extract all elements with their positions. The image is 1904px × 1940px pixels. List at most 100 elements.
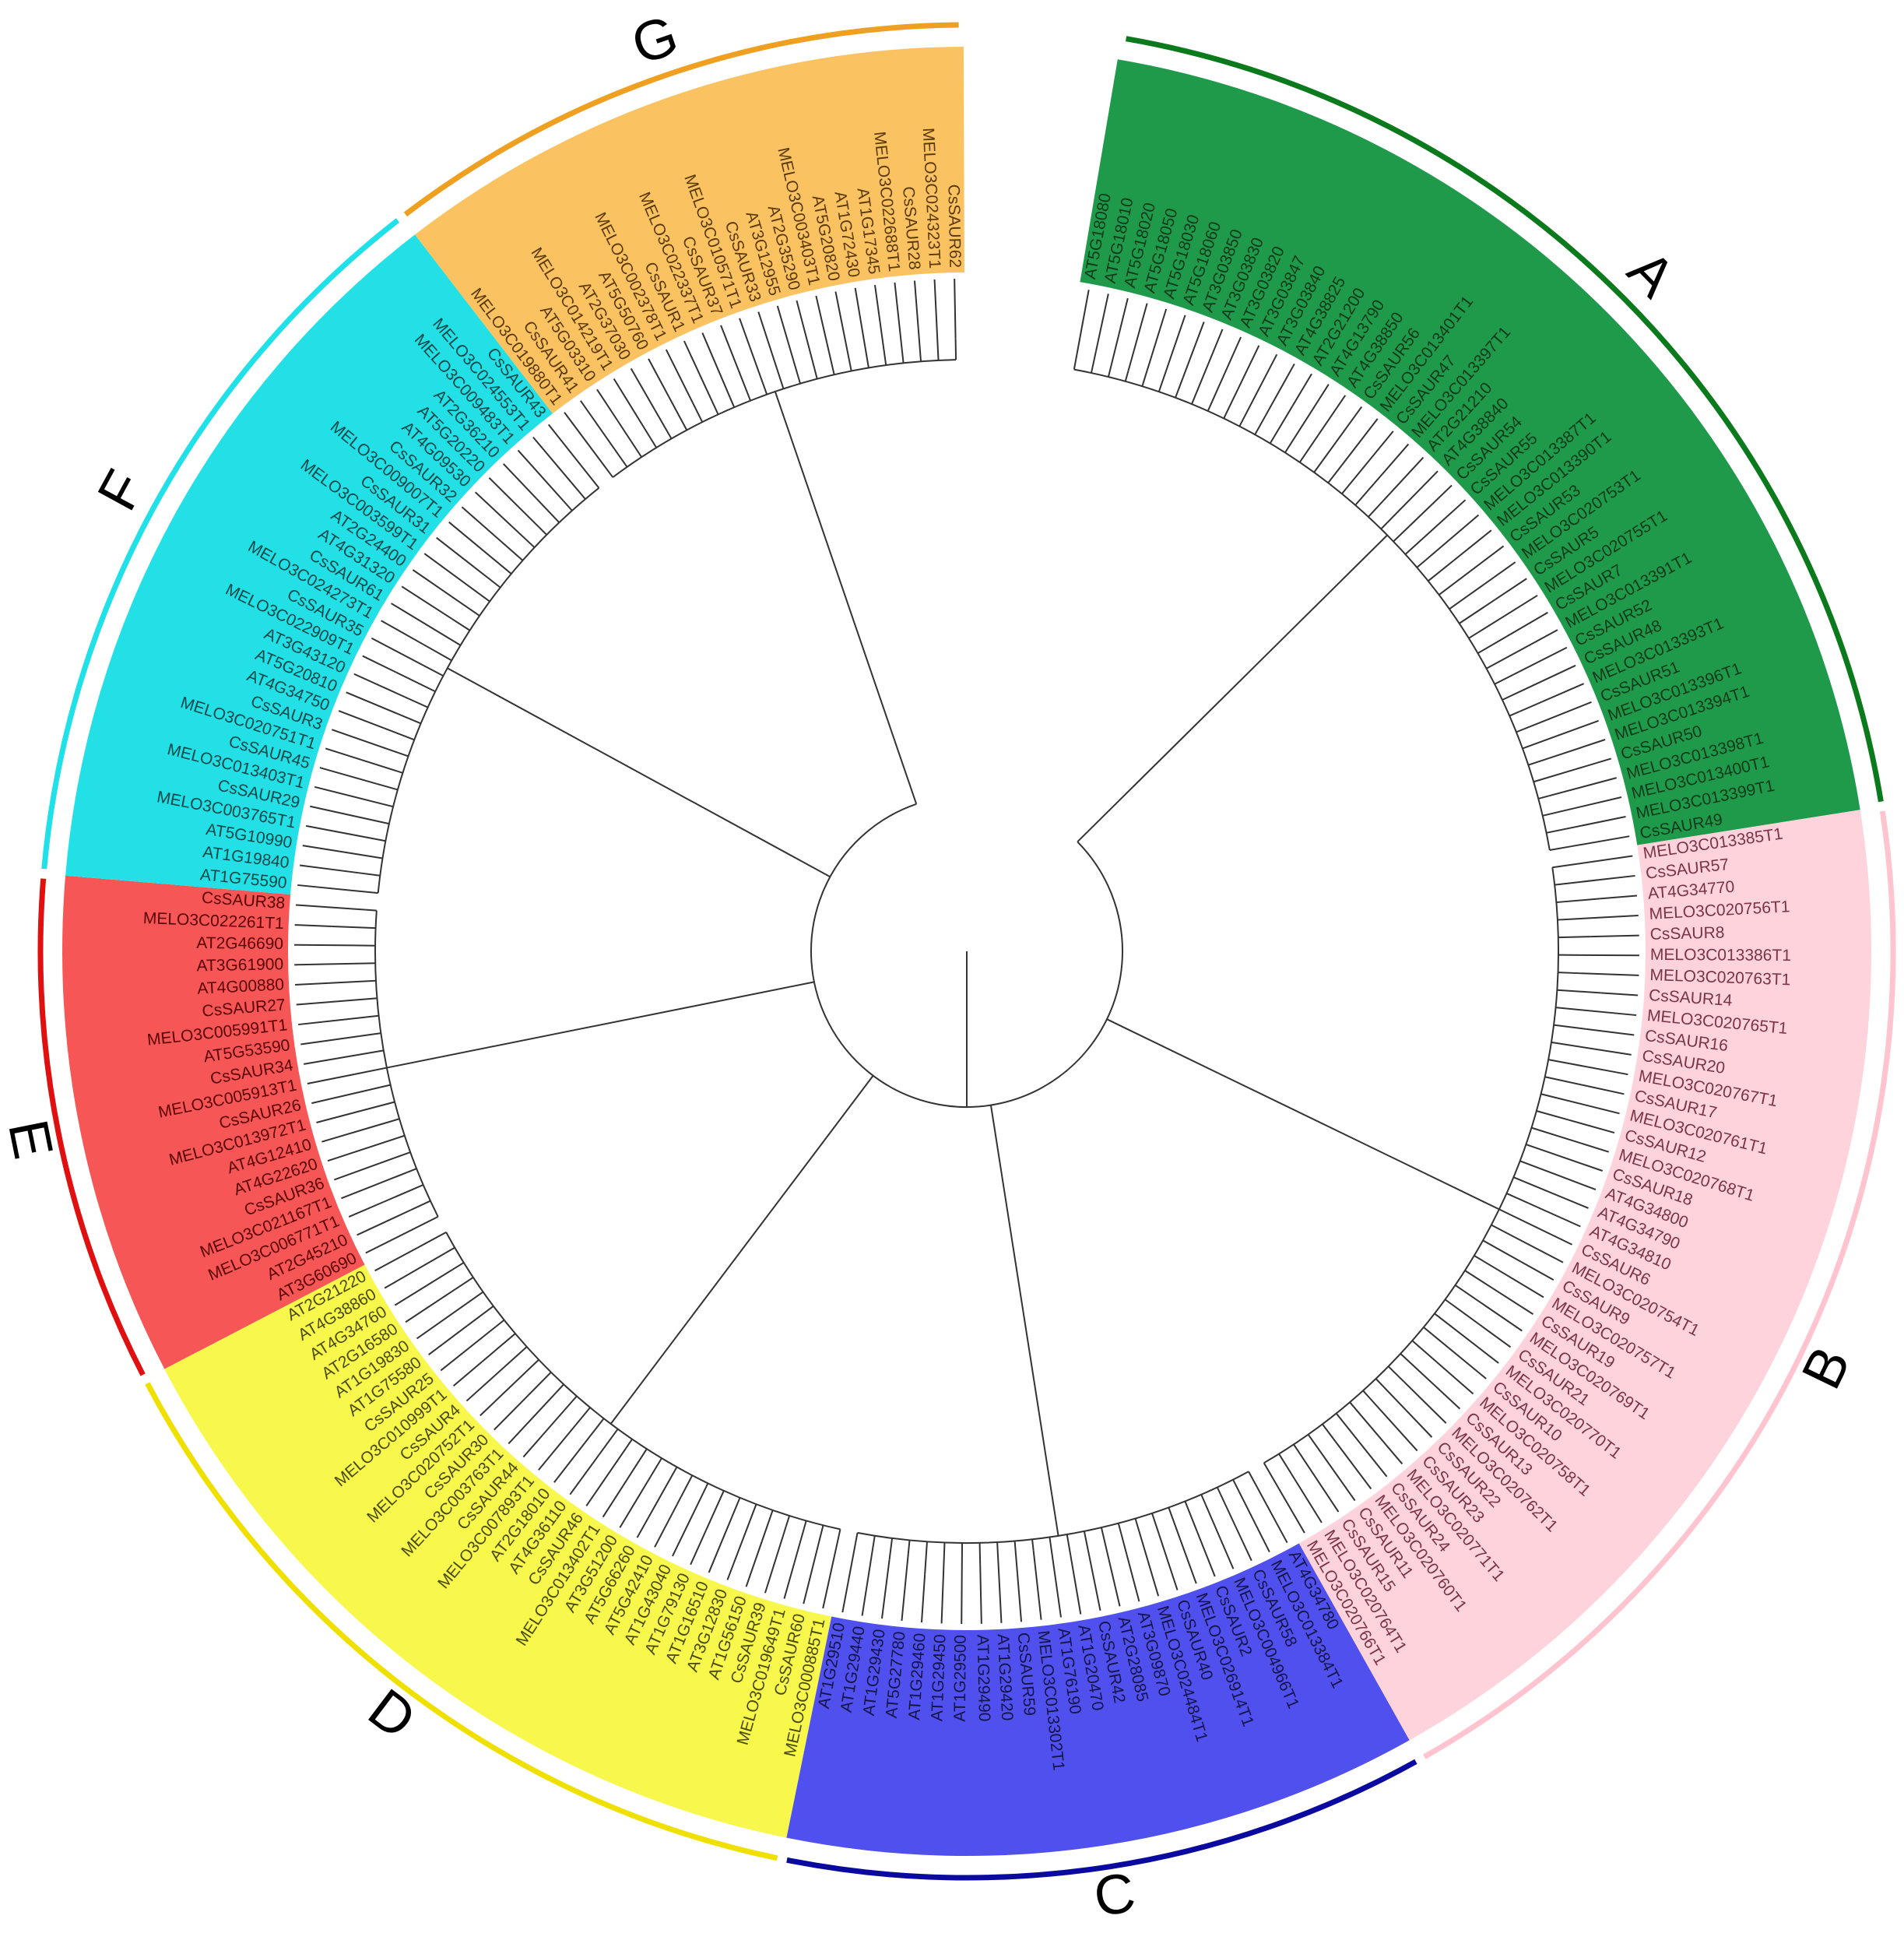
- branch: [894, 282, 904, 353]
- leaf-label: AT4G00880: [197, 975, 285, 998]
- branch: [1293, 1443, 1301, 1454]
- branch: [1549, 845, 1572, 851]
- clade-sector: [164, 1264, 832, 1838]
- branch: [761, 1509, 774, 1541]
- branch: [1538, 795, 1550, 800]
- branch: [1468, 631, 1479, 639]
- branch: [739, 318, 768, 395]
- branch: [294, 944, 354, 947]
- branch: [1569, 1063, 1628, 1076]
- branch: [1207, 400, 1214, 412]
- branch: [1141, 354, 1153, 387]
- branch: [1158, 1534, 1179, 1590]
- branch: [1032, 1550, 1042, 1620]
- branch: [1494, 673, 1515, 685]
- branch: [321, 1124, 379, 1143]
- branch: [391, 603, 462, 646]
- branch: [1106, 1018, 1220, 1074]
- branch: [1444, 1299, 1463, 1313]
- branch: [826, 343, 835, 375]
- branch: [495, 1319, 505, 1328]
- branch: [365, 908, 377, 912]
- branch: [1551, 1095, 1620, 1115]
- branch: [1411, 1340, 1438, 1363]
- clade-ring: [41, 218, 400, 870]
- branch: [579, 400, 616, 450]
- clade-ring: [403, 22, 959, 217]
- branch: [596, 388, 619, 421]
- branch: [1108, 1559, 1121, 1607]
- branch: [1333, 1469, 1356, 1502]
- branch: [1207, 329, 1224, 364]
- branch: [1218, 1073, 1500, 1211]
- leaf-label: AT1G29500: [951, 1635, 970, 1722]
- branch: [1184, 1501, 1198, 1532]
- branch: [1322, 1423, 1337, 1443]
- branch: [1340, 418, 1379, 466]
- branch: [357, 816, 390, 825]
- branch: [1567, 1119, 1615, 1134]
- branch: [338, 710, 385, 729]
- branch: [423, 643, 452, 662]
- branch: [362, 655, 397, 673]
- branch: [1168, 1507, 1197, 1584]
- branch: [451, 617, 471, 631]
- branch: [1150, 308, 1168, 356]
- branch: [613, 378, 652, 439]
- branch: [1077, 786, 1133, 843]
- branch: [505, 545, 524, 561]
- branch: [443, 590, 480, 617]
- branch: [1298, 434, 1319, 463]
- branch: [726, 1503, 757, 1580]
- branch: [1513, 1176, 1524, 1183]
- branch: [793, 1520, 807, 1563]
- branch: [1216, 1487, 1237, 1527]
- clade-label: E: [0, 1115, 65, 1164]
- branch: [813, 367, 818, 379]
- branch: [1013, 1541, 1019, 1574]
- branch: [333, 1162, 380, 1181]
- branch: [1405, 1409, 1433, 1438]
- branch: [817, 1525, 824, 1547]
- branch: [1016, 1274, 1059, 1537]
- clade-ring: [37, 878, 146, 1376]
- branch: [924, 1541, 928, 1575]
- branch: [783, 1562, 796, 1599]
- branch: [625, 1439, 633, 1449]
- branch: [1349, 1401, 1372, 1428]
- branch: [776, 305, 789, 343]
- branch: [1055, 1580, 1062, 1618]
- branch: [1509, 711, 1520, 717]
- branch: [360, 758, 403, 774]
- branch: [1531, 1126, 1609, 1153]
- branch: [1546, 701, 1592, 721]
- branch: [569, 1455, 599, 1495]
- branch: [764, 1526, 787, 1594]
- branch: [1536, 1206, 1581, 1228]
- branch: [1506, 1193, 1537, 1208]
- branch: [1341, 459, 1371, 494]
- clade-sector: [1080, 59, 1860, 845]
- branch: [382, 1184, 424, 1204]
- branch: [383, 727, 415, 741]
- branch: [346, 691, 422, 725]
- branch: [901, 352, 905, 364]
- clade-sector: [786, 1543, 1410, 1856]
- branch: [1590, 934, 1639, 938]
- branch: [1552, 855, 1633, 869]
- branch: [359, 1032, 381, 1037]
- branch: [1571, 835, 1630, 848]
- branch: [1477, 594, 1538, 634]
- branch: [571, 482, 586, 500]
- branch: [448, 521, 512, 575]
- branch: [815, 295, 828, 343]
- branch: [1298, 1453, 1340, 1513]
- branch: [1158, 315, 1186, 392]
- branch: [650, 438, 658, 448]
- branch: [1548, 777, 1618, 797]
- branch: [352, 1101, 395, 1114]
- branch: [1354, 496, 1364, 506]
- branch: [461, 506, 508, 547]
- branch: [913, 280, 919, 329]
